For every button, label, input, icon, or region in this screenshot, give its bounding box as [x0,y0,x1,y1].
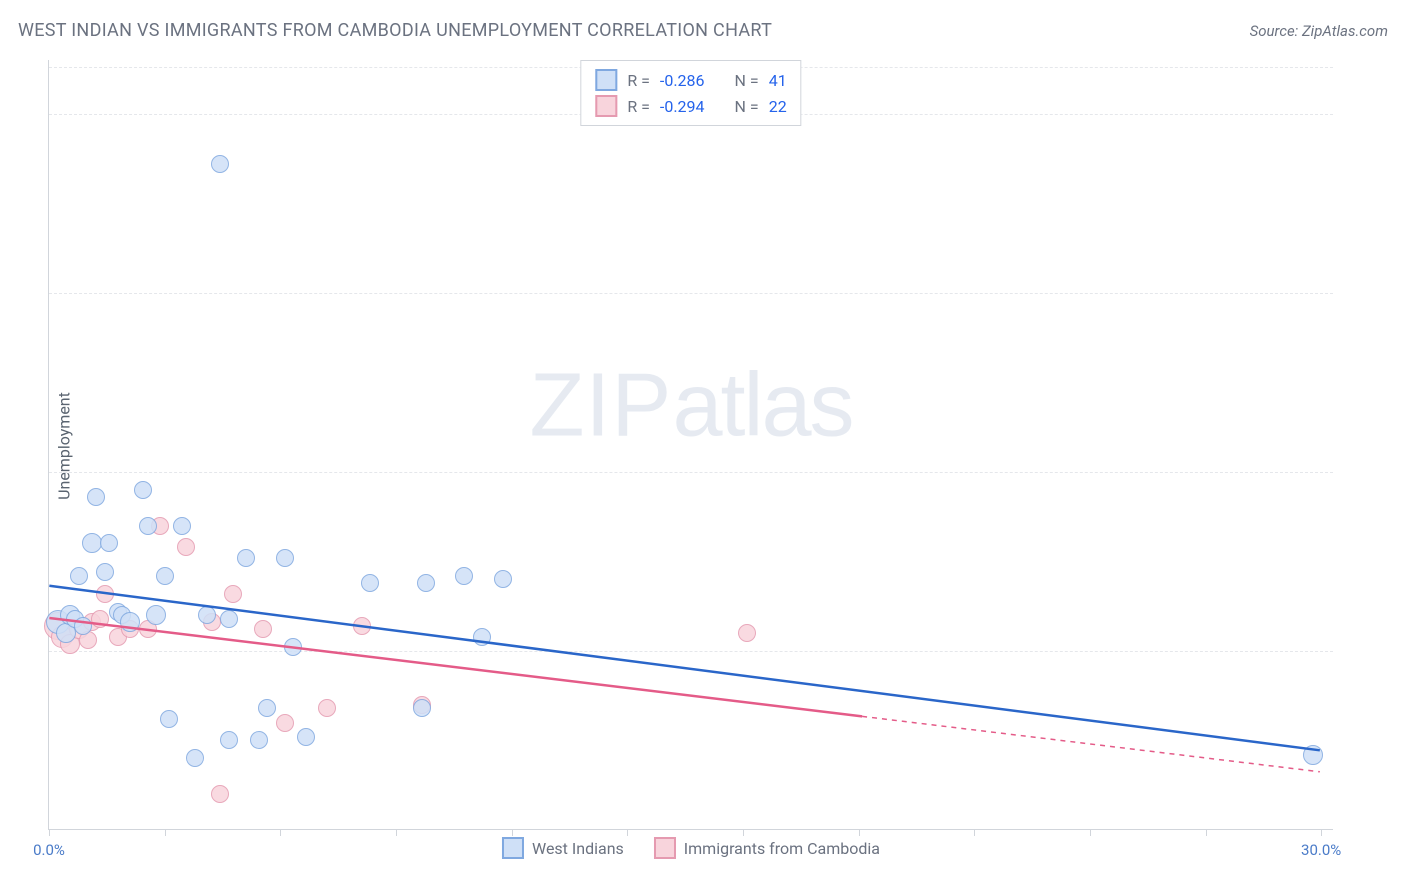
xtick [280,829,281,836]
n-label: N = [735,71,759,90]
gridline [49,651,1333,652]
swatch-pink [654,837,676,859]
xtick [743,829,744,836]
plot-area: ZIPatlas 0.0%30.0% R = -0.286 N = 41 R =… [48,60,1333,830]
gridline [49,293,1333,294]
chart-title: WEST INDIAN VS IMMIGRANTS FROM CAMBODIA … [18,20,772,41]
data-point [173,517,191,535]
xtick [512,829,513,836]
data-point [318,699,336,717]
data-point [417,574,435,592]
data-point [224,585,242,603]
legend-item-pink: Immigrants from Cambodia [654,837,880,859]
data-point [96,585,114,603]
trendlines [49,60,1333,829]
source-label: Source: ZipAtlas.com [1250,22,1388,40]
data-point [353,617,371,635]
xtick [859,829,860,836]
r-label: R = [627,97,650,116]
data-point [258,699,276,717]
data-point [211,155,229,173]
data-point [237,549,255,567]
data-point [186,749,204,767]
xtick [165,829,166,836]
data-point [455,567,473,585]
swatch-blue [502,837,524,859]
watermark-post: atlas [672,356,852,456]
n-label: N = [735,97,759,116]
data-point [160,710,178,728]
data-point [96,563,114,581]
data-point [284,638,302,656]
data-point [361,574,379,592]
data-point [211,785,229,803]
data-point [413,699,431,717]
xtick [1206,829,1207,836]
data-point [297,728,315,746]
watermark-pre: ZIP [529,356,672,456]
data-point [473,628,491,646]
data-point [198,606,216,624]
data-point [276,549,294,567]
n-value-pink: 22 [769,97,787,116]
data-point [120,612,140,632]
data-point [74,617,92,635]
xtick [627,829,628,836]
data-point [70,567,88,585]
r-value-blue: -0.286 [660,71,705,90]
data-point [177,538,195,556]
data-point [82,533,102,553]
watermark: ZIPatlas [529,355,852,458]
data-point [146,605,166,625]
correlation-legend: R = -0.286 N = 41 R = -0.294 N = 22 [580,60,801,126]
gridline [49,472,1333,473]
r-label: R = [627,71,650,90]
data-point [134,481,152,499]
bottom-legend: West Indians Immigrants from Cambodia [502,837,880,859]
data-point [139,517,157,535]
r-value-pink: -0.294 [660,97,705,116]
title-bar: WEST INDIAN VS IMMIGRANTS FROM CAMBODIA … [18,20,1388,41]
legend-item-blue: West Indians [502,837,624,859]
data-point [91,610,109,628]
xtick-label: 0.0% [33,841,65,859]
xtick [396,829,397,836]
n-value-blue: 41 [769,71,787,90]
data-point [250,731,268,749]
data-point [276,714,294,732]
swatch-blue [595,69,617,91]
swatch-pink [595,95,617,117]
data-point [156,567,174,585]
xtick [1321,829,1322,836]
legend-label-blue: West Indians [532,839,624,858]
data-point [1303,745,1323,765]
data-point [100,534,118,552]
data-point [254,620,272,638]
data-point [87,488,105,506]
xtick [49,829,50,836]
data-point [738,624,756,642]
data-point [220,731,238,749]
data-point [220,610,238,628]
xtick-label: 30.0% [1301,841,1341,859]
data-point [494,570,512,588]
corr-row-blue: R = -0.286 N = 41 [595,67,786,93]
xtick [1090,829,1091,836]
xtick [974,829,975,836]
legend-label-pink: Immigrants from Cambodia [684,839,880,858]
corr-row-pink: R = -0.294 N = 22 [595,93,786,119]
